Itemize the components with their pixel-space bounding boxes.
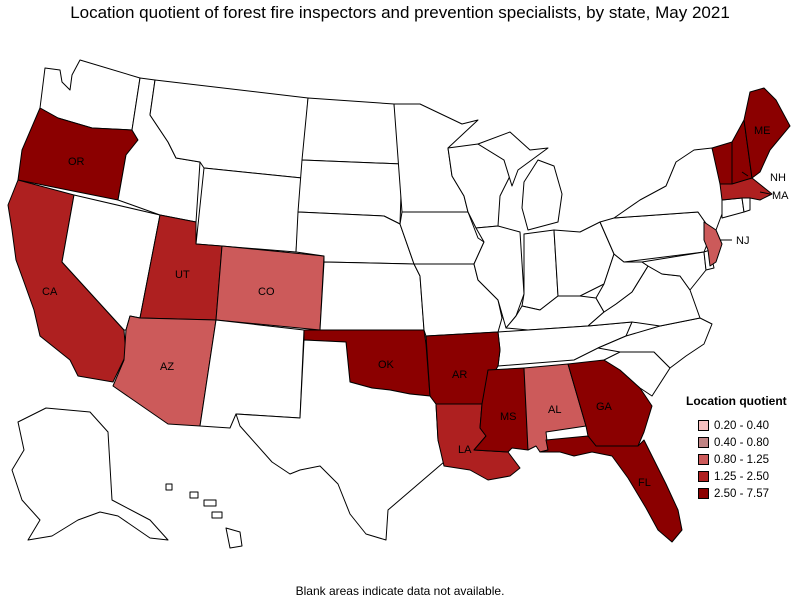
- legend-label: 0.40 - 0.80: [714, 437, 769, 449]
- state-NC[interactable]: [597, 317, 713, 369]
- legend-swatch: [698, 420, 709, 431]
- state-AK[interactable]: [11, 407, 169, 541]
- footnote: Blank areas indicate data not available.: [295, 584, 505, 598]
- legend: Location quotient 0.20 - 0.40 0.40 - 0.8…: [686, 393, 798, 500]
- label-UT: UT: [175, 269, 190, 281]
- label-CA: CA: [42, 286, 58, 298]
- state-TX[interactable]: [235, 339, 445, 541]
- state-IN[interactable]: [521, 229, 559, 311]
- legend-label: 1.25 - 2.50: [714, 471, 769, 483]
- map-title: Location quotient of forest fire inspect…: [70, 3, 730, 22]
- label-AZ: AZ: [160, 361, 174, 373]
- label-AL: AL: [548, 404, 561, 416]
- state-MI[interactable]: [477, 131, 563, 231]
- state-CT[interactable]: [721, 197, 745, 219]
- legend-swatch: [698, 437, 709, 448]
- label-MA: MA: [772, 190, 789, 202]
- legend-swatch: [698, 471, 709, 482]
- state-NJ[interactable]: [703, 221, 723, 267]
- label-OR: OR: [68, 156, 85, 168]
- state-ND[interactable]: [301, 97, 403, 165]
- label-CO: CO: [258, 286, 275, 298]
- label-OK: OK: [378, 359, 395, 371]
- label-LA: LA: [458, 444, 472, 456]
- label-NJ: NJ: [736, 235, 749, 247]
- label-FL: FL: [638, 477, 651, 489]
- legend-swatch: [698, 488, 709, 499]
- legend-title: Location quotient: [686, 394, 787, 408]
- label-AR: AR: [452, 369, 467, 381]
- state-NM[interactable]: [199, 319, 305, 429]
- state-ME[interactable]: [743, 87, 791, 179]
- legend-swatch: [698, 454, 709, 465]
- state-HI[interactable]: [165, 483, 243, 549]
- label-MS: MS: [500, 411, 517, 423]
- legend-label: 2.50 - 7.57: [714, 488, 769, 500]
- state-FL[interactable]: [539, 435, 683, 543]
- state-RI[interactable]: [741, 197, 751, 213]
- label-NH: NH: [770, 172, 786, 184]
- state-WY[interactable]: [195, 167, 303, 253]
- label-GA: GA: [596, 401, 613, 413]
- state-KS[interactable]: [319, 261, 425, 331]
- legend-label: 0.80 - 1.25: [714, 454, 769, 466]
- legend-label: 0.20 - 0.40: [714, 420, 769, 432]
- label-ME: ME: [754, 125, 771, 137]
